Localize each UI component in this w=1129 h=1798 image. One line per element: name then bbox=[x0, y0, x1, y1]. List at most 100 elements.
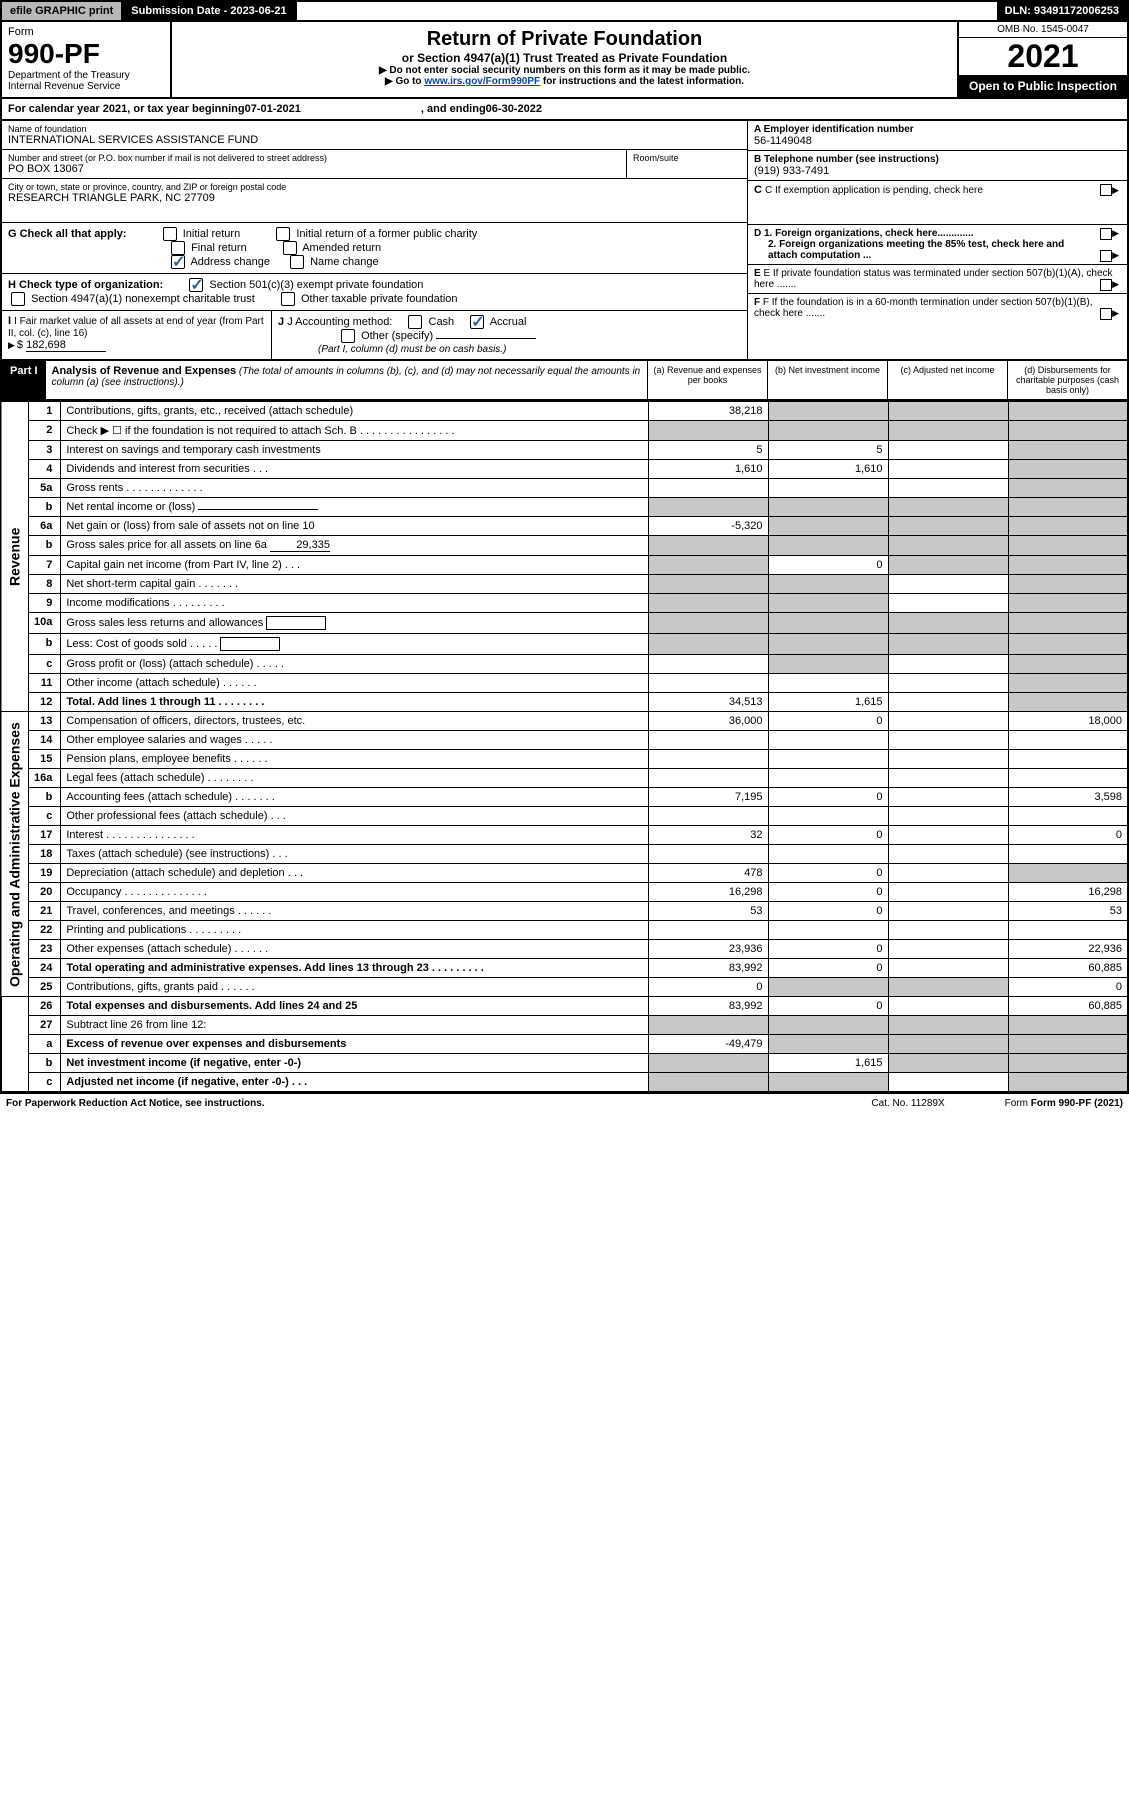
g-check-row: G Check all that apply: Initial return I… bbox=[2, 223, 747, 274]
table-row: 10aGross sales less returns and allowanc… bbox=[1, 613, 1128, 634]
table-row: 25Contributions, gifts, grants paid . . … bbox=[1, 978, 1128, 997]
table-row: 4Dividends and interest from securities … bbox=[1, 460, 1128, 479]
table-row: bGross sales price for all assets on lin… bbox=[1, 536, 1128, 556]
address-change-checkbox[interactable] bbox=[171, 255, 185, 269]
form-id-block: Form 990-PF Department of the Treasury I… bbox=[2, 22, 172, 97]
other-taxable-checkbox[interactable] bbox=[281, 292, 295, 306]
telephone-cell: B Telephone number (see instructions) (9… bbox=[748, 151, 1127, 181]
c-checkbox[interactable] bbox=[1100, 184, 1112, 196]
part1-header-row: Part I Analysis of Revenue and Expenses … bbox=[0, 361, 1129, 401]
page-footer: For Paperwork Reduction Act Notice, see … bbox=[0, 1093, 1129, 1113]
table-row: 11Other income (attach schedule) . . . .… bbox=[1, 674, 1128, 693]
amended-checkbox[interactable] bbox=[283, 241, 297, 255]
d-cell: D 1. Foreign organizations, check here..… bbox=[748, 225, 1127, 265]
name-change-checkbox[interactable] bbox=[290, 255, 304, 269]
omb-number: OMB No. 1545-0047 bbox=[959, 22, 1127, 38]
cash-checkbox[interactable] bbox=[408, 315, 422, 329]
table-row: 2Check ▶ ☐ if the foundation is not requ… bbox=[1, 421, 1128, 441]
table-row: 27Subtract line 26 from line 12: bbox=[1, 1016, 1128, 1035]
table-row: 6aNet gain or (loss) from sale of assets… bbox=[1, 517, 1128, 536]
foundation-name-cell: Name of foundation INTERNATIONAL SERVICE… bbox=[2, 121, 747, 150]
part1-title: Analysis of Revenue and Expenses (The to… bbox=[46, 361, 647, 399]
room-cell: Room/suite bbox=[627, 150, 747, 178]
f-cell: F F If the foundation is in a 60-month t… bbox=[748, 294, 1127, 322]
f-checkbox[interactable] bbox=[1100, 308, 1112, 320]
table-row: 23Other expenses (attach schedule) . . .… bbox=[1, 940, 1128, 959]
table-row: Revenue 1Contributions, gifts, grants, e… bbox=[1, 402, 1128, 421]
h-check-row: H Check type of organization: Section 50… bbox=[2, 274, 747, 311]
table-row: cOther professional fees (attach schedul… bbox=[1, 807, 1128, 826]
table-row: bAccounting fees (attach schedule) . . .… bbox=[1, 788, 1128, 807]
table-row: 3Interest on savings and temporary cash … bbox=[1, 441, 1128, 460]
table-row: cAdjusted net income (if negative, enter… bbox=[1, 1073, 1128, 1093]
d1-checkbox[interactable] bbox=[1100, 228, 1112, 240]
form-year-block: OMB No. 1545-0047 2021 Open to Public In… bbox=[957, 22, 1127, 97]
form-ref: Form Form 990-PF (2021) bbox=[1005, 1098, 1123, 1109]
top-bar: efile GRAPHIC print Submission Date - 20… bbox=[0, 0, 1129, 22]
4947-checkbox[interactable] bbox=[11, 292, 25, 306]
501c3-checkbox[interactable] bbox=[189, 278, 203, 292]
table-row: 17Interest . . . . . . . . . . . . . . .… bbox=[1, 826, 1128, 845]
table-row: 20Occupancy . . . . . . . . . . . . . .1… bbox=[1, 883, 1128, 902]
table-row: aExcess of revenue over expenses and dis… bbox=[1, 1035, 1128, 1054]
revenue-side-label: Revenue bbox=[1, 402, 29, 712]
other-method-checkbox[interactable] bbox=[341, 329, 355, 343]
table-row: 15Pension plans, employee benefits . . .… bbox=[1, 750, 1128, 769]
table-row: 22Printing and publications . . . . . . … bbox=[1, 921, 1128, 940]
table-row: 8Net short-term capital gain . . . . . .… bbox=[1, 575, 1128, 594]
d2-checkbox[interactable] bbox=[1100, 250, 1112, 262]
form-label: Form bbox=[8, 26, 164, 38]
initial-return-checkbox[interactable] bbox=[163, 227, 177, 241]
table-row: bNet investment income (if negative, ent… bbox=[1, 1054, 1128, 1073]
part1-table: Revenue 1Contributions, gifts, grants, e… bbox=[0, 401, 1129, 1093]
org-info-grid: Name of foundation INTERNATIONAL SERVICE… bbox=[0, 121, 1129, 361]
cat-number: Cat. No. 11289X bbox=[871, 1098, 944, 1109]
calendar-year-row: For calendar year 2021, or tax year begi… bbox=[0, 99, 1129, 121]
goto-note: ▶ Go to www.irs.gov/Form990PF for instru… bbox=[178, 76, 951, 87]
submission-date: Submission Date - 2023-06-21 bbox=[123, 2, 296, 20]
c-cell: C C If exemption application is pending,… bbox=[748, 181, 1127, 225]
col-c-header: (c) Adjusted net income bbox=[887, 361, 1007, 399]
table-row: 18Taxes (attach schedule) (see instructi… bbox=[1, 845, 1128, 864]
table-row: 7Capital gain net income (from Part IV, … bbox=[1, 556, 1128, 575]
irs-link[interactable]: www.irs.gov/Form990PF bbox=[424, 76, 540, 87]
table-row: 14Other employee salaries and wages . . … bbox=[1, 731, 1128, 750]
table-row: 12Total. Add lines 1 through 11 . . . . … bbox=[1, 693, 1128, 712]
table-row: 9Income modifications . . . . . . . . . bbox=[1, 594, 1128, 613]
dln: DLN: 93491172006253 bbox=[997, 2, 1127, 20]
table-row: 19Depreciation (attach schedule) and dep… bbox=[1, 864, 1128, 883]
initial-former-checkbox[interactable] bbox=[276, 227, 290, 241]
irs-label: Internal Revenue Service bbox=[8, 81, 164, 92]
form-title-block: Return of Private Foundation or Section … bbox=[172, 22, 957, 97]
expenses-side-label: Operating and Administrative Expenses bbox=[1, 712, 29, 997]
table-row: 26Total expenses and disbursements. Add … bbox=[1, 997, 1128, 1016]
address-cell: Number and street (or P.O. box number if… bbox=[2, 150, 627, 178]
table-row: cGross profit or (loss) (attach schedule… bbox=[1, 655, 1128, 674]
tax-year: 2021 bbox=[959, 38, 1127, 75]
col-d-header: (d) Disbursements for charitable purpose… bbox=[1007, 361, 1127, 399]
table-row: 16aLegal fees (attach schedule) . . . . … bbox=[1, 769, 1128, 788]
dept-label: Department of the Treasury bbox=[8, 70, 164, 81]
ssn-note: ▶ Do not enter social security numbers o… bbox=[178, 65, 951, 76]
accrual-checkbox[interactable] bbox=[470, 315, 484, 329]
col-a-header: (a) Revenue and expenses per books bbox=[647, 361, 767, 399]
table-row: 21Travel, conferences, and meetings . . … bbox=[1, 902, 1128, 921]
paperwork-notice: For Paperwork Reduction Act Notice, see … bbox=[6, 1098, 265, 1109]
col-b-header: (b) Net investment income bbox=[767, 361, 887, 399]
city-cell: City or town, state or province, country… bbox=[2, 179, 747, 223]
form-subtitle: or Section 4947(a)(1) Trust Treated as P… bbox=[178, 51, 951, 65]
i-j-row: I I Fair market value of all assets at e… bbox=[2, 311, 747, 359]
open-public-badge: Open to Public Inspection bbox=[959, 75, 1127, 97]
form-number: 990-PF bbox=[8, 38, 164, 70]
form-title: Return of Private Foundation bbox=[178, 28, 951, 51]
part1-badge: Part I bbox=[2, 361, 46, 399]
e-checkbox[interactable] bbox=[1100, 279, 1112, 291]
efile-print-button[interactable]: efile GRAPHIC print bbox=[2, 2, 123, 20]
table-row: Operating and Administrative Expenses 13… bbox=[1, 712, 1128, 731]
table-row: bNet rental income or (loss) bbox=[1, 498, 1128, 517]
form-header: Form 990-PF Department of the Treasury I… bbox=[0, 22, 1129, 99]
e-cell: E E If private foundation status was ter… bbox=[748, 265, 1127, 294]
ein-cell: A Employer identification number 56-1149… bbox=[748, 121, 1127, 151]
fmv-value: 182,698 bbox=[26, 339, 106, 352]
table-row: 5aGross rents . . . . . . . . . . . . . bbox=[1, 479, 1128, 498]
